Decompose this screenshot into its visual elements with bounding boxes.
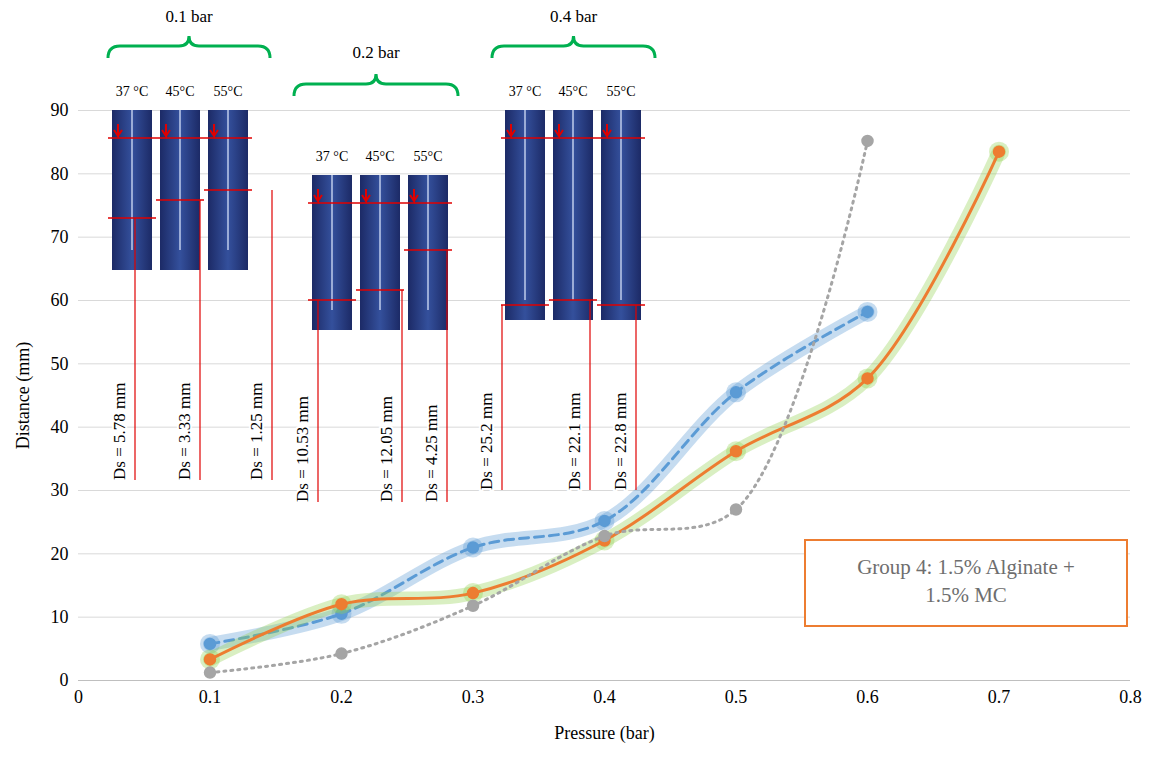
svg-text:40: 40	[51, 417, 69, 437]
svg-text:Group 4: 1.5% Alginate +: Group 4: 1.5% Alginate +	[857, 555, 1075, 579]
svg-text:90: 90	[51, 100, 69, 120]
svg-text:Ds = 10.53 mm: Ds = 10.53 mm	[293, 396, 312, 502]
svg-text:Ds = 3.33 mm: Ds = 3.33 mm	[175, 383, 194, 480]
svg-text:Pressure (bar): Pressure (bar)	[554, 723, 654, 744]
svg-text:37 °C: 37 °C	[509, 84, 541, 99]
svg-text:20: 20	[51, 544, 69, 564]
svg-text:45°C: 45°C	[366, 149, 395, 164]
svg-text:70: 70	[51, 227, 69, 247]
svg-text:37 °C: 37 °C	[116, 84, 148, 99]
svg-text:1.5% MC: 1.5% MC	[925, 583, 1007, 607]
svg-text:55°C: 55°C	[607, 84, 636, 99]
svg-text:37 °C: 37 °C	[316, 149, 348, 164]
svg-text:Ds = 22.8 mm: Ds = 22.8 mm	[611, 393, 630, 490]
svg-text:0.8: 0.8	[1119, 687, 1142, 707]
svg-text:Ds = 12.05 mm: Ds = 12.05 mm	[377, 396, 396, 502]
svg-text:Ds = 4.25 mm: Ds = 4.25 mm	[422, 405, 441, 502]
svg-text:Ds = 1.25 mm: Ds = 1.25 mm	[247, 383, 266, 480]
svg-text:0.1: 0.1	[199, 687, 222, 707]
svg-text:0: 0	[74, 687, 83, 707]
svg-text:Distance (mm): Distance (mm)	[13, 342, 34, 449]
svg-text:80: 80	[51, 164, 69, 184]
svg-text:50: 50	[51, 354, 69, 374]
svg-text:0.4 bar: 0.4 bar	[550, 7, 598, 26]
svg-text:45°C: 45°C	[559, 84, 588, 99]
svg-text:Ds = 22.1 mm: Ds = 22.1 mm	[565, 393, 584, 490]
svg-text:0.5: 0.5	[725, 687, 748, 707]
svg-text:10: 10	[51, 607, 69, 627]
svg-text:45°C: 45°C	[166, 84, 195, 99]
svg-text:0: 0	[60, 670, 69, 690]
svg-text:Ds = 5.78 mm: Ds = 5.78 mm	[110, 383, 129, 480]
svg-text:0.7: 0.7	[988, 687, 1011, 707]
svg-text:55°C: 55°C	[414, 149, 443, 164]
svg-text:0.2: 0.2	[330, 687, 353, 707]
svg-text:0.4: 0.4	[593, 687, 616, 707]
svg-text:60: 60	[51, 290, 69, 310]
svg-text:30: 30	[51, 480, 69, 500]
svg-text:0.1 bar: 0.1 bar	[165, 7, 213, 26]
svg-text:0.6: 0.6	[856, 687, 879, 707]
svg-text:0.3: 0.3	[462, 687, 485, 707]
svg-text:Ds = 25.2 mm: Ds = 25.2 mm	[477, 393, 496, 490]
svg-text:55°C: 55°C	[214, 84, 243, 99]
svg-text:0.2 bar: 0.2 bar	[352, 43, 400, 62]
